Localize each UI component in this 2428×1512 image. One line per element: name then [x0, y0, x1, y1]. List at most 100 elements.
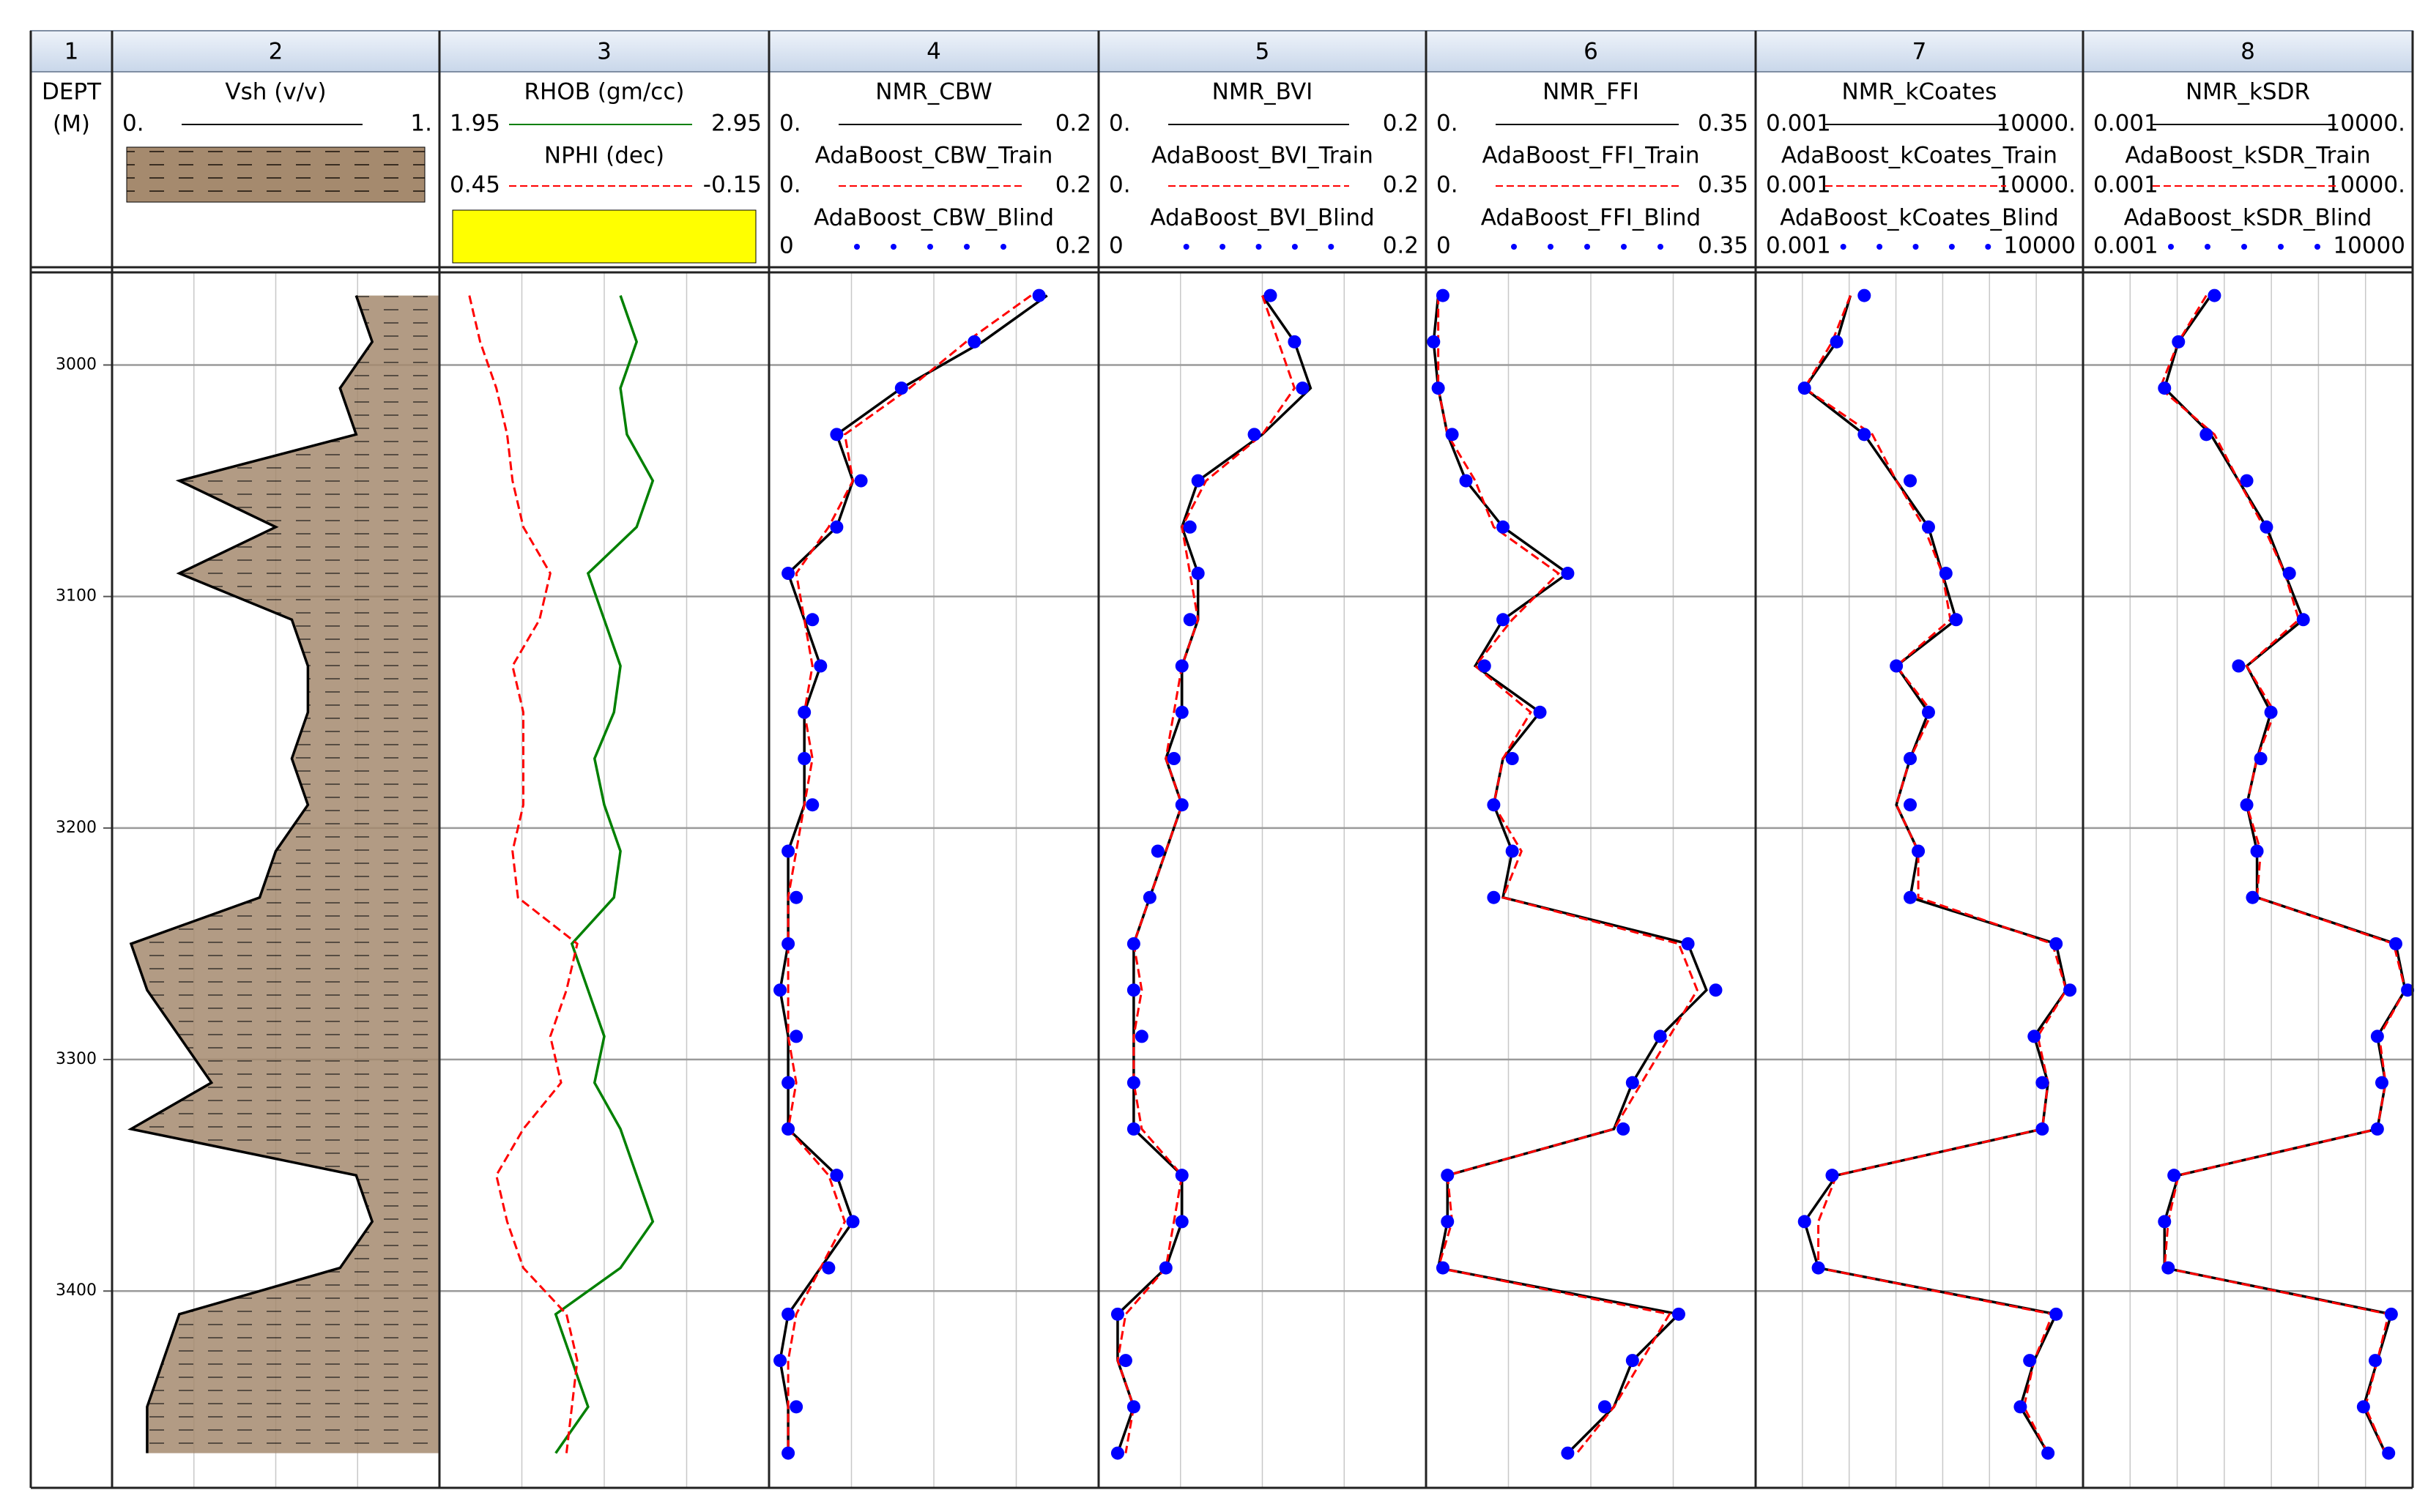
blind-point	[1183, 520, 1197, 534]
blind-point	[830, 428, 844, 442]
blind-point	[1427, 335, 1441, 349]
blind-point	[2027, 1029, 2041, 1043]
scale-right: 0.2	[1383, 111, 1419, 137]
legend-dot	[1948, 244, 1955, 250]
curve-name: AdaBoost_kCoates_Blind	[1780, 205, 2059, 231]
scale-right: 10000.	[2326, 172, 2405, 198]
legend-dot	[1291, 244, 1298, 250]
depth-label: 3000	[56, 355, 97, 373]
scale-right: 0.35	[1698, 172, 1748, 198]
blind-point	[822, 1261, 836, 1275]
blind-point	[806, 798, 820, 812]
blind-point	[1496, 613, 1510, 627]
blind-point	[2388, 936, 2402, 950]
blind-point	[1797, 1215, 1811, 1229]
blind-point	[1939, 567, 1953, 581]
curve-name: AdaBoost_kCoates_Train	[1781, 143, 2057, 169]
blind-point	[2375, 1076, 2388, 1090]
track-number: 3	[597, 39, 612, 65]
blind-point	[2384, 1307, 2398, 1321]
blind-point	[1533, 705, 1547, 719]
scale-left: 0.001	[2093, 111, 2158, 137]
scale-left: 0.001	[2093, 172, 2158, 198]
curve-name: AdaBoost_kSDR_Train	[2125, 143, 2370, 169]
blind-point	[1191, 567, 1205, 581]
blind-point	[1126, 1400, 1140, 1414]
blind-point	[2240, 474, 2254, 488]
scale-right: 10000.	[2326, 111, 2405, 137]
curve-name: NMR_kSDR	[2186, 79, 2310, 105]
depth-label: 3200	[56, 819, 97, 837]
blind-point	[1830, 335, 1844, 349]
legend-dot	[891, 244, 896, 250]
blind-point	[2208, 288, 2221, 302]
blind-point	[1912, 844, 1926, 858]
blind-point	[806, 613, 820, 627]
scale-right: 0.35	[1698, 111, 1748, 137]
blind-point	[790, 1400, 803, 1414]
blind-point	[1032, 288, 1046, 302]
blind-point	[1561, 1446, 1575, 1460]
scale-right: 10000.	[1997, 172, 2076, 198]
curve	[468, 295, 579, 1453]
blind-point	[1616, 1122, 1630, 1136]
blind-point	[2254, 752, 2268, 765]
legend-dot	[927, 244, 933, 250]
scale-left: 0.001	[1766, 111, 1831, 137]
legend-dot	[1000, 244, 1006, 250]
track-number: 4	[927, 39, 941, 65]
blind-point	[782, 567, 795, 581]
curve	[779, 294, 1048, 1453]
blind-point	[1597, 1400, 1611, 1414]
scale-right: 0.2	[1383, 172, 1419, 198]
blind-point	[1110, 1307, 1124, 1321]
blind-point	[1135, 1029, 1148, 1043]
blind-point	[1126, 983, 1140, 997]
blind-point	[2158, 1215, 2172, 1229]
blind-point	[1126, 936, 1140, 950]
blind-point	[1904, 798, 1917, 812]
legend-dot	[1912, 244, 1919, 250]
scale-right: -0.15	[703, 172, 762, 198]
curve	[2158, 294, 2407, 1454]
header-band	[30, 30, 2413, 72]
scale-left: 0.001	[1766, 172, 1831, 198]
curve-name: NMR_kCoates	[1842, 79, 1997, 105]
legend-dot	[1584, 244, 1590, 250]
blind-point	[1904, 890, 1917, 904]
blind-point	[1175, 659, 1189, 673]
track-number: 1	[64, 39, 79, 65]
scale-right: 2.95	[711, 111, 762, 137]
blind-point	[2035, 1076, 2049, 1090]
blind-point	[2260, 520, 2273, 534]
blind-point	[1921, 520, 1935, 534]
blind-point	[1263, 288, 1277, 302]
blind-point	[1431, 381, 1445, 395]
curve-name: Vsh (v/v)	[225, 79, 326, 105]
blind-point	[1496, 520, 1510, 534]
blind-point	[1890, 659, 1904, 673]
legend-dot	[1876, 244, 1883, 250]
legend-dot	[854, 244, 860, 250]
track-number: 6	[1584, 39, 1598, 65]
curve-name: NPHI (dec)	[544, 143, 664, 169]
blind-point	[1653, 1029, 1667, 1043]
blind-point	[773, 983, 787, 997]
blind-point	[1857, 428, 1871, 442]
blind-point	[782, 844, 795, 858]
legend-dot	[1621, 244, 1627, 250]
scale-right: 0.2	[1055, 233, 1091, 259]
blind-point	[2063, 983, 2077, 997]
blind-point	[1126, 1122, 1140, 1136]
blind-point	[1825, 1169, 1839, 1183]
blind-point	[798, 705, 812, 719]
blind-point	[1671, 1307, 1685, 1321]
blind-point	[2161, 1261, 2175, 1275]
blind-point	[1441, 1215, 1455, 1229]
blind-point	[1625, 1076, 1639, 1090]
curve-name: AdaBoost_FFI_Train	[1482, 143, 1699, 169]
blind-point	[1949, 613, 1963, 627]
blind-point	[1811, 1261, 1825, 1275]
blind-point	[1477, 659, 1491, 673]
